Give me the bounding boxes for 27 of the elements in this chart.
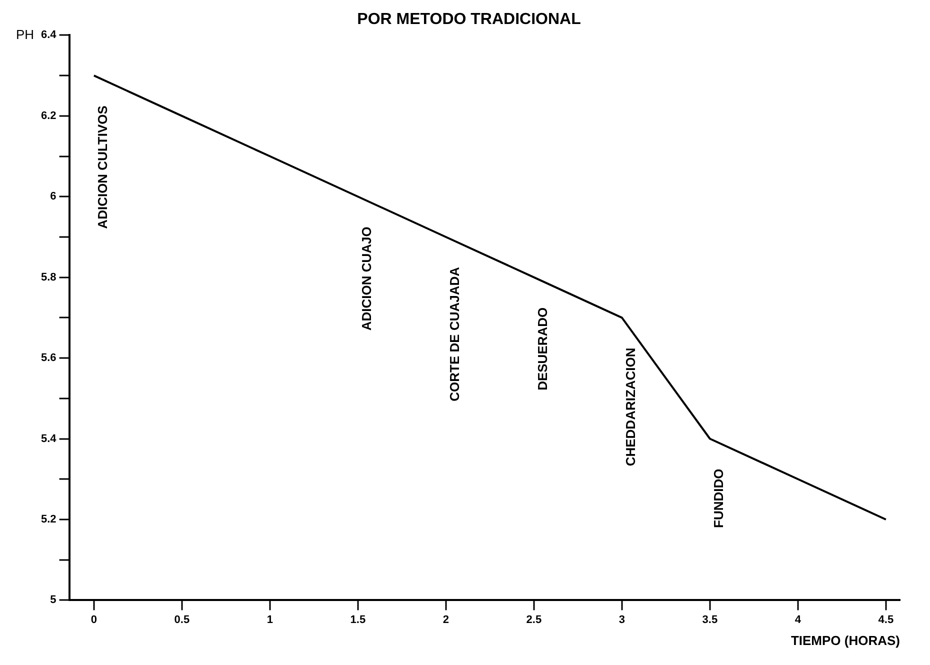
x-tick-label: 3.5 xyxy=(702,614,718,626)
x-tick-label: 0.5 xyxy=(174,614,190,626)
annotation: ADICION CULTIVOS xyxy=(95,105,110,229)
annotation: DESUERADO xyxy=(535,307,550,390)
x-axis-title: TIEMPO (HORAS) xyxy=(790,632,900,648)
y-tick-label: 5 xyxy=(50,594,56,606)
annotation: CHEDDARIZACION xyxy=(623,348,638,466)
y-tick-label: 5.8 xyxy=(40,271,56,284)
x-tick-label: 0 xyxy=(90,614,97,626)
y-tick-label: 6 xyxy=(50,190,56,203)
x-tick-label: 1.5 xyxy=(350,614,366,626)
y-tick-label: 6.2 xyxy=(40,110,56,122)
annotation: CORTE DE CUAJADA xyxy=(447,266,462,402)
y-tick-label: 5.2 xyxy=(40,514,56,526)
x-tick-label: 2.5 xyxy=(526,614,542,626)
x-tick-label: 3 xyxy=(618,614,625,626)
annotation: ADICION CUAJO xyxy=(359,226,374,331)
y-tick-label: 5.4 xyxy=(40,432,58,445)
chart-title: POR METODO TRADICIONAL xyxy=(357,11,582,28)
annotation: FUNDIDO xyxy=(711,468,726,528)
y-tick-label: 5.6 xyxy=(40,352,56,364)
x-tick-label: 4 xyxy=(794,614,802,626)
x-tick-label: 2 xyxy=(442,614,449,626)
y-axis-title: PH xyxy=(16,26,34,42)
x-tick-label: 1 xyxy=(266,614,273,626)
x-tick-label: 4.5 xyxy=(878,614,894,626)
y-tick-label: 6.4 xyxy=(40,29,58,42)
